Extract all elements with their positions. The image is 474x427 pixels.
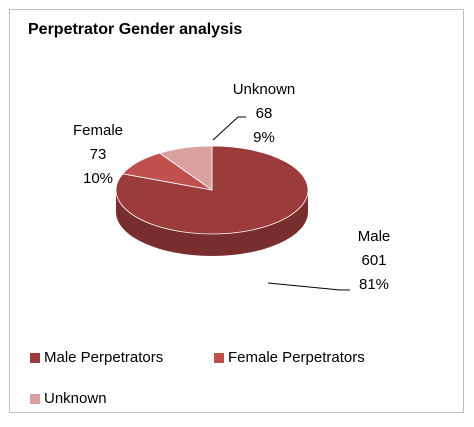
data-label-percent: 9% <box>253 129 275 146</box>
legend-label: Female Perpetrators <box>228 349 365 366</box>
chart-title: Perpetrator Gender analysis <box>28 21 242 38</box>
legend-swatch <box>30 353 40 363</box>
data-label-value: 68 <box>256 105 273 122</box>
data-label-name: Unknown <box>233 81 296 98</box>
data-label-name: Male <box>358 228 391 245</box>
legend-swatch <box>30 394 40 404</box>
data-label-value: 601 <box>361 252 386 269</box>
data-label-percent: 81% <box>359 276 389 293</box>
data-label-percent: 10% <box>83 170 113 187</box>
leader-line <box>267 282 350 291</box>
legend-label: Unknown <box>44 390 107 407</box>
data-label-value: 73 <box>90 146 107 163</box>
legend-label: Male Perpetrators <box>44 349 163 366</box>
leader-line <box>212 116 246 141</box>
legend-swatch <box>214 353 224 363</box>
data-label-name: Female <box>73 122 123 139</box>
slice <box>158 145 213 191</box>
slice-side <box>116 190 308 256</box>
